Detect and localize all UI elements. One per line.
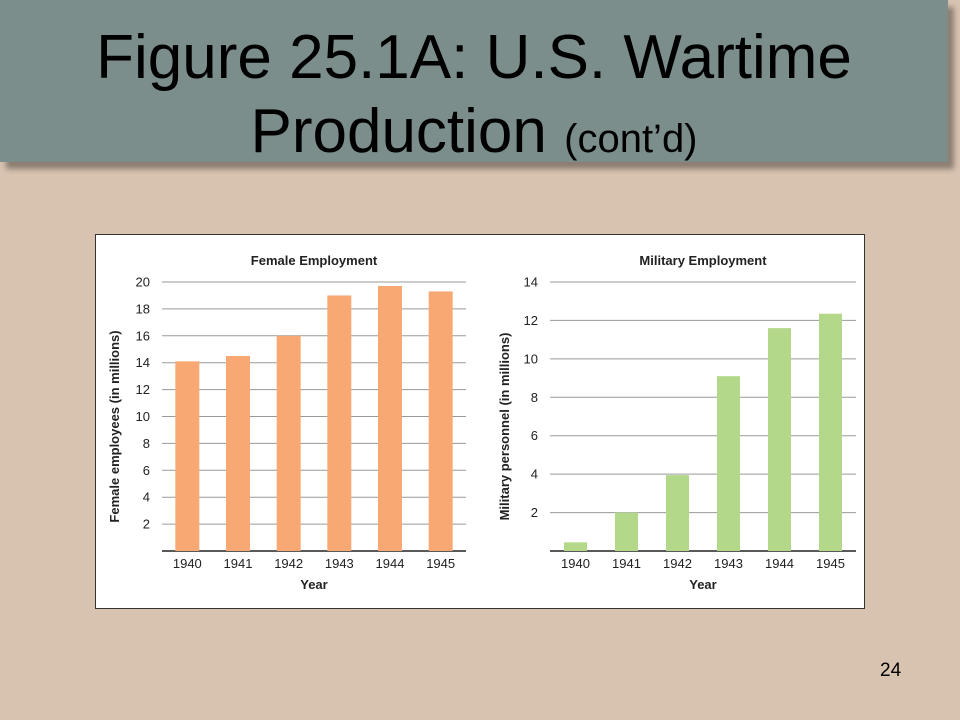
bar-1945 (819, 313, 842, 551)
x-tick-label: 1945 (426, 556, 455, 571)
x-tick-label: 1945 (816, 556, 845, 571)
x-tick-label: 1944 (376, 556, 405, 571)
y-tick-label: 10 (524, 351, 538, 366)
female-employment-chart: Female Employment 2 4 6 8 10 12 14 16 18 20 1940 194… (107, 253, 466, 592)
y-axis-label: Military personnel (in millions) (497, 333, 512, 521)
slide-title-bar: Figure 25.1A: U.S. Wartime Production (c… (0, 0, 948, 166)
figure-panel: Female Employment 2 4 6 8 10 12 14 16 18 20 1940 194… (95, 234, 865, 609)
x-tick-label: 1943 (325, 556, 354, 571)
x-tick-label: 1944 (765, 556, 794, 571)
y-tick-label: 8 (143, 436, 150, 451)
y-tick-label: 4 (143, 490, 150, 505)
y-tick-label: 12 (136, 382, 150, 397)
x-tick-label: 1940 (561, 556, 590, 571)
y-tick-label: 12 (524, 313, 538, 328)
y-axis-label: Female employees (in millions) (107, 330, 122, 522)
y-tick-label: 16 (136, 328, 150, 343)
x-axis-label: Year (300, 577, 327, 592)
slide-title-main: Production (250, 97, 565, 166)
y-tick-label: 18 (136, 301, 150, 316)
military-employment-chart: Military Employment 2 4 6 8 10 12 14 1940 1941 194… (497, 253, 856, 592)
bar-1944 (768, 328, 791, 551)
bar-1940 (564, 542, 587, 551)
x-tick-label: 1940 (173, 556, 202, 571)
y-tick-label: 2 (143, 517, 150, 532)
y-tick-label: 14 (524, 275, 538, 290)
y-tick-label: 6 (531, 428, 538, 443)
y-tick-label: 4 (531, 467, 538, 482)
y-tick-label: 6 (143, 463, 150, 478)
bar-1942 (666, 475, 689, 551)
chart-title: Female Employment (251, 253, 378, 268)
slide-title-line-2: Production (cont’d) (0, 96, 948, 175)
x-axis-label: Year (689, 577, 716, 592)
bar-1944 (378, 286, 402, 551)
y-tick-label: 2 (531, 505, 538, 520)
bar-1941 (615, 512, 638, 551)
bar-1945 (428, 291, 453, 551)
y-tick-label: 20 (136, 275, 150, 290)
bar-1943 (327, 295, 352, 551)
x-tick-label: 1943 (714, 556, 743, 571)
page-number: 24 (880, 660, 902, 681)
bar-1941 (226, 355, 250, 551)
bar-1940 (175, 361, 200, 551)
x-tick-label: 1942 (274, 556, 303, 571)
x-tick-label: 1942 (663, 556, 692, 571)
x-tick-label: 1941 (224, 556, 253, 571)
slide-title-line-1: Figure 25.1A: U.S. Wartime (96, 23, 852, 92)
chart-title: Military Employment (639, 253, 767, 268)
x-tick-label: 1941 (612, 556, 641, 571)
y-tick-label: 10 (136, 409, 150, 424)
bar-1943 (717, 376, 740, 551)
slide-title-suffix: (cont’d) (564, 117, 698, 161)
y-tick-label: 8 (531, 390, 538, 405)
bar-1942 (276, 335, 301, 551)
y-tick-label: 14 (136, 355, 150, 370)
